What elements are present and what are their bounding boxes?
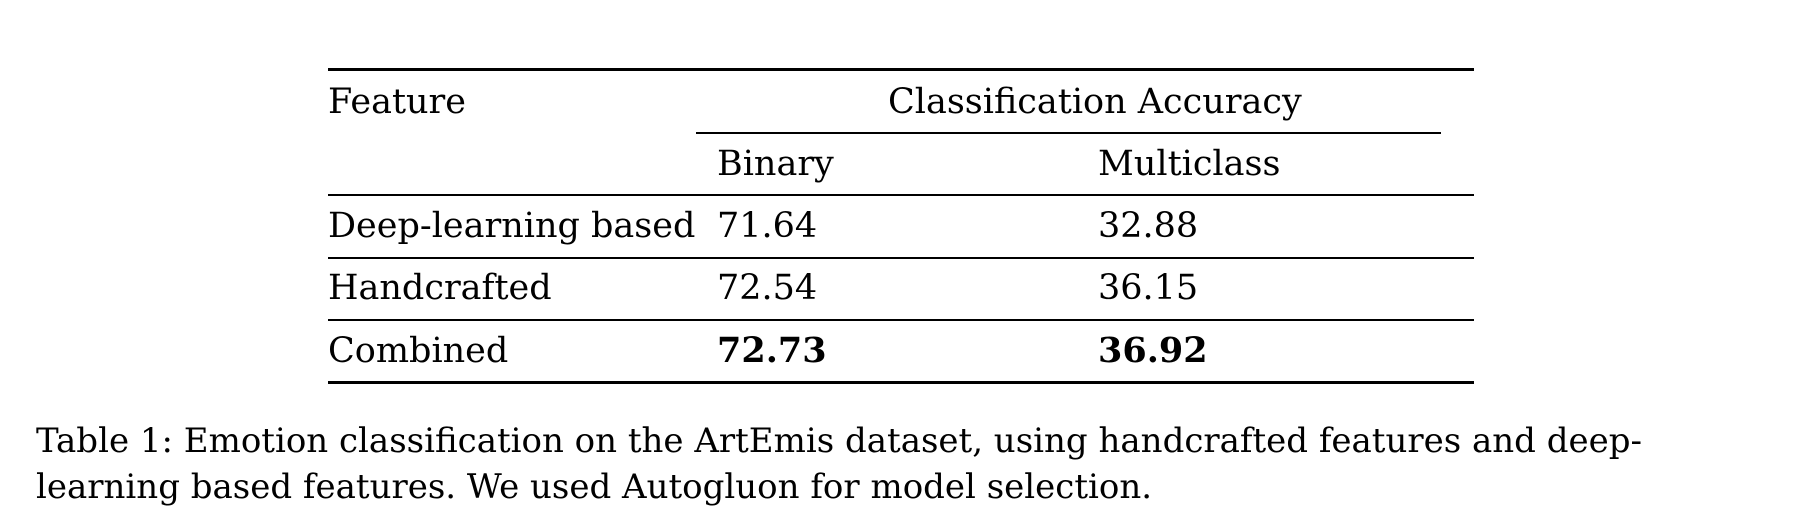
row-binary: 72.54 [717,268,818,308]
row-feature: Deep-learning based [328,206,696,246]
header-multiclass: Multiclass [1098,144,1281,184]
row-feature: Handcrafted [328,268,552,308]
header-feature: Feature [328,82,467,122]
row-multiclass: 32.88 [1098,206,1199,246]
header-binary: Binary [717,144,834,184]
row-multiclass: 36.15 [1098,268,1199,308]
row-binary-best: 72.73 [717,330,827,371]
row-feature: Combined [328,331,509,371]
header-rule [328,194,1474,196]
table-caption: Table 1: Emotion classification on the A… [36,421,1643,507]
header-classification-accuracy: Classification Accuracy [888,82,1302,122]
group-rule [696,132,1441,134]
bottom-rule [328,381,1474,384]
row-rule [328,319,1474,321]
row-rule [328,257,1474,259]
row-multiclass-best: 36.92 [1098,330,1208,371]
top-rule [328,68,1474,71]
row-binary: 71.64 [717,206,818,246]
